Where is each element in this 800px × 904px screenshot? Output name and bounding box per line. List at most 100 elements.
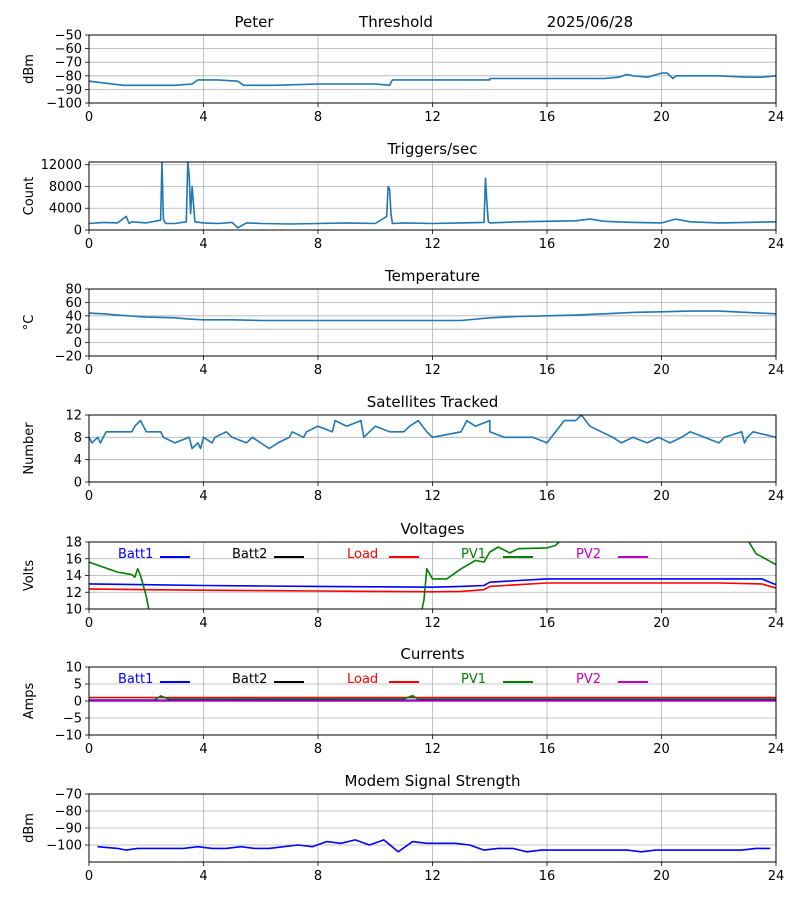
x-tick-label: 0 <box>85 616 93 631</box>
x-tick-label: 16 <box>539 742 556 757</box>
x-tick-label: 12 <box>424 616 441 631</box>
y-tick-label: −100 <box>46 97 82 112</box>
plot-frame <box>88 793 777 863</box>
panel-threshold: 0 4 8 12 16 20 24 −100−90−80−70−60−50 dBm <box>22 29 784 126</box>
x-tick-label: 4 <box>199 237 207 252</box>
x-tick-label: 24 <box>768 616 785 631</box>
x-tick-label: 4 <box>199 742 207 757</box>
series-group <box>89 542 776 609</box>
x-tick-label: 24 <box>768 110 785 125</box>
x-tick-label: 8 <box>314 363 322 378</box>
legend-label-pv2: PV2 <box>576 547 601 562</box>
y-tick-label: 60 <box>65 296 82 311</box>
plot-frame <box>88 161 777 231</box>
y-tick-label: 10 <box>65 603 82 618</box>
y-tick-label: 18 <box>65 536 82 551</box>
series-group <box>89 694 776 702</box>
x-tick-label: 12 <box>424 363 441 378</box>
series-line <box>89 415 776 450</box>
legend-label-pv1: PV1 <box>461 672 486 687</box>
legend-label-pv1: PV1 <box>461 547 486 562</box>
series-line-pv1 <box>89 542 776 609</box>
y-tick-label: 12 <box>65 586 82 601</box>
header-date: 2025/06/28 <box>547 13 633 31</box>
y-tick-label: −10 <box>55 729 82 744</box>
plot-frame <box>88 288 777 357</box>
x-tick-label: 16 <box>539 869 556 884</box>
x-tick-label: 12 <box>424 237 441 252</box>
series-group <box>89 415 776 450</box>
series-line <box>89 310 776 322</box>
x-tick-label: 20 <box>653 363 670 378</box>
series-group <box>89 310 776 322</box>
legend-label-load: Load <box>347 672 378 687</box>
x-tick-label: 4 <box>199 363 207 378</box>
y-tick-label: 4000 <box>49 202 82 217</box>
panel-title: Temperature <box>384 267 480 285</box>
y-axis-label: Amps <box>22 682 37 719</box>
y-tick-label: 80 <box>65 283 82 298</box>
y-tick-label: −80 <box>55 69 82 84</box>
x-tick-label: 24 <box>768 489 785 504</box>
x-tick-label: 24 <box>768 363 785 378</box>
series-group <box>89 162 776 229</box>
x-tick-label: 0 <box>85 742 93 757</box>
x-tick-label: 20 <box>653 489 670 504</box>
y-tick-label: −100 <box>46 839 82 854</box>
x-tick-label: 20 <box>653 869 670 884</box>
y-axis-label: dBm <box>22 813 37 843</box>
y-tick-label: −70 <box>55 788 82 803</box>
x-tick-label: 12 <box>424 869 441 884</box>
series-line <box>89 72 776 87</box>
x-tick-label: 20 <box>653 742 670 757</box>
x-tick-label: 24 <box>768 869 785 884</box>
x-tick-label: 8 <box>314 742 322 757</box>
y-tick-label: −5 <box>63 712 82 727</box>
x-tick-label: 4 <box>199 489 207 504</box>
x-tick-label: 20 <box>653 616 670 631</box>
x-tick-label: 4 <box>199 616 207 631</box>
x-tick-label: 24 <box>768 237 785 252</box>
header-mode: Threshold <box>358 13 433 31</box>
series-line-load <box>89 582 776 593</box>
legend-label-batt1: Batt1 <box>118 547 153 562</box>
legend-label-batt2: Batt2 <box>232 672 267 687</box>
legend-label-batt1: Batt1 <box>118 672 153 687</box>
y-tick-label: −50 <box>55 29 82 44</box>
x-tick-label: 0 <box>85 237 93 252</box>
x-tick-label: 16 <box>539 110 556 125</box>
panel-title: Satellites Tracked <box>367 393 498 411</box>
y-tick-label: 8 <box>74 431 82 446</box>
y-axis-label: Count <box>22 177 37 216</box>
legend-label-pv2: PV2 <box>576 672 601 687</box>
x-tick-label: 8 <box>314 237 322 252</box>
y-tick-label: −90 <box>55 822 82 837</box>
x-tick-label: 0 <box>85 110 93 125</box>
y-tick-label: −60 <box>55 42 82 57</box>
y-tick-label: 20 <box>65 323 82 338</box>
y-tick-label: 14 <box>65 569 82 584</box>
header-station: Peter <box>234 13 274 31</box>
x-tick-label: 0 <box>85 869 93 884</box>
y-tick-label: 16 <box>65 552 82 567</box>
y-tick-label: −90 <box>55 83 82 98</box>
y-tick-label: 12000 <box>41 158 82 173</box>
y-tick-label: 40 <box>65 309 82 324</box>
x-tick-label: 16 <box>539 363 556 378</box>
x-tick-label: 8 <box>314 616 322 631</box>
legend-label-load: Load <box>347 547 378 562</box>
panel-title: Triggers/sec <box>387 140 478 158</box>
y-tick-label: −80 <box>55 805 82 820</box>
y-axis-label: dBm <box>22 54 37 84</box>
panel-title: Modem Signal Strength <box>345 772 521 790</box>
y-tick-label: 5 <box>74 678 82 693</box>
y-tick-label: 12 <box>65 409 82 424</box>
plot-frame <box>88 541 777 610</box>
y-tick-label: −70 <box>55 56 82 71</box>
x-tick-label: 8 <box>314 110 322 125</box>
y-tick-label: 0 <box>74 336 82 351</box>
panel-title: Currents <box>400 645 464 663</box>
